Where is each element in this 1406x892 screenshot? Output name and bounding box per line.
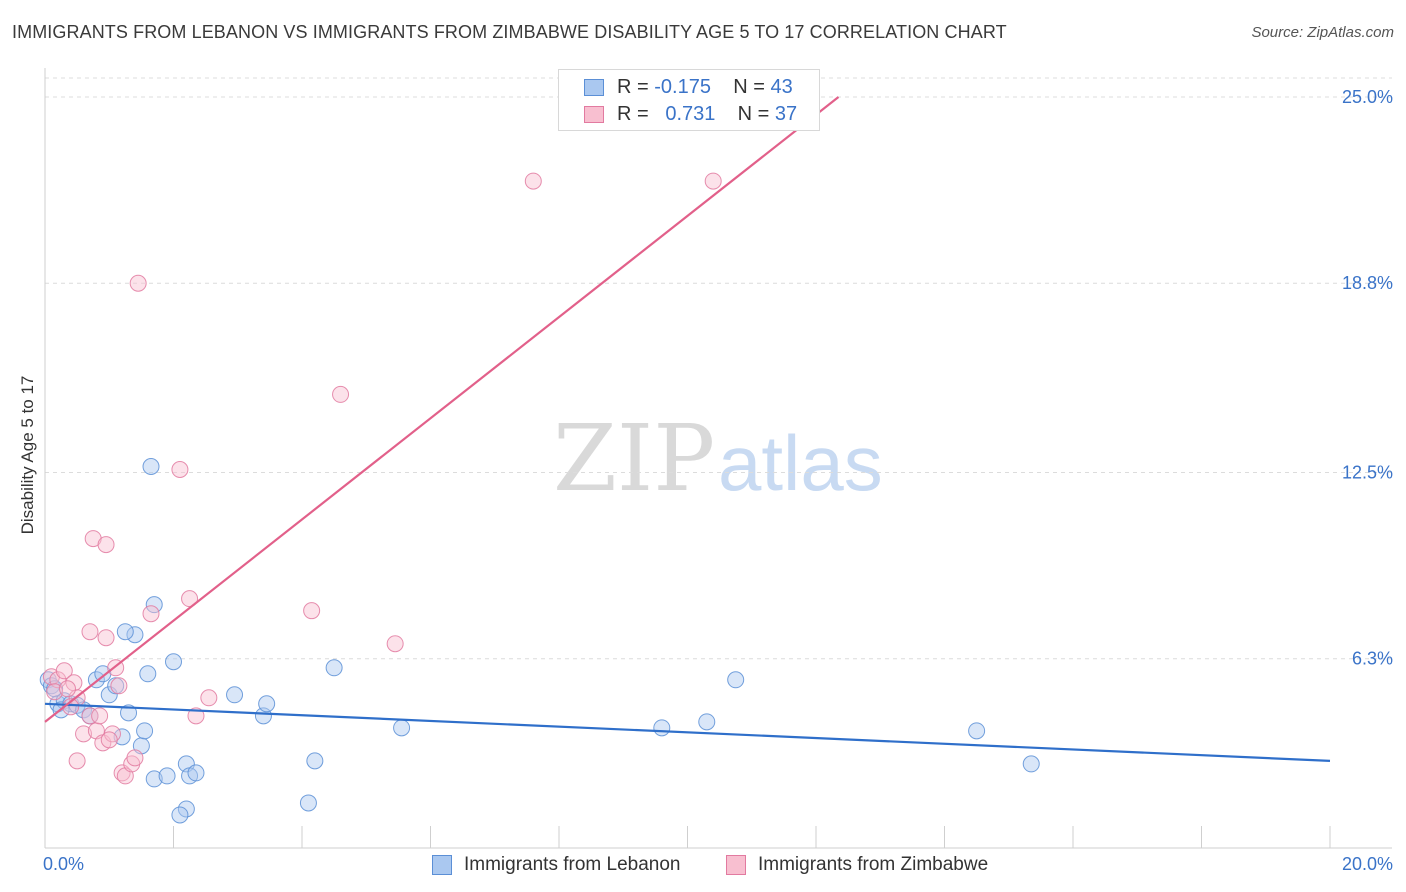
point-lebanon bbox=[393, 719, 411, 737]
y-tick-label: 18.8% bbox=[1342, 273, 1393, 293]
point-lebanon bbox=[968, 722, 986, 740]
point-lebanon bbox=[325, 659, 343, 677]
point-lebanon bbox=[145, 596, 163, 614]
correlation-legend: R = -0.175 N = 43 R = 0.731 N = 37 bbox=[558, 69, 820, 131]
point-lebanon bbox=[116, 623, 134, 641]
point-zimbabwe bbox=[110, 677, 128, 695]
x-tick-label: 0.0% bbox=[43, 854, 84, 874]
point-lebanon bbox=[120, 704, 138, 722]
point-zimbabwe bbox=[97, 536, 115, 554]
zimbabwe-swatch bbox=[584, 105, 604, 123]
point-zimbabwe bbox=[97, 629, 115, 647]
point-zimbabwe bbox=[386, 635, 404, 653]
lebanon-legend-swatch bbox=[432, 855, 452, 875]
point-zimbabwe bbox=[46, 683, 64, 701]
point-zimbabwe bbox=[704, 172, 722, 190]
y-tick-label: 25.0% bbox=[1342, 87, 1393, 107]
legend-item-zimbabwe[interactable]: Immigrants from Zimbabwe bbox=[726, 852, 988, 878]
point-lebanon bbox=[299, 794, 317, 812]
lebanon-swatch bbox=[584, 78, 604, 96]
point-lebanon bbox=[1022, 755, 1040, 773]
series-legend: Immigrants from Lebanon Immigrants from … bbox=[0, 852, 1406, 878]
point-lebanon bbox=[171, 806, 189, 824]
r-value-zimbabwe: 0.731 bbox=[665, 102, 716, 125]
point-zimbabwe bbox=[524, 172, 542, 190]
n-value-lebanon: 43 bbox=[770, 75, 793, 98]
r-label: R = bbox=[617, 75, 649, 98]
point-zimbabwe bbox=[91, 707, 109, 725]
n-value-zimbabwe: 37 bbox=[774, 102, 798, 125]
point-lebanon bbox=[653, 719, 671, 737]
point-zimbabwe bbox=[171, 460, 189, 478]
point-zimbabwe bbox=[81, 707, 99, 725]
point-zimbabwe bbox=[129, 274, 147, 292]
n-label: N = bbox=[737, 102, 770, 125]
y-tick-label: 12.5% bbox=[1342, 463, 1393, 483]
point-lebanon bbox=[139, 665, 157, 683]
trendline-lebanon bbox=[44, 702, 1331, 762]
r-value-lebanon: -0.175 bbox=[654, 75, 711, 98]
point-lebanon bbox=[187, 764, 205, 782]
point-lebanon bbox=[698, 713, 716, 731]
point-zimbabwe bbox=[303, 602, 321, 620]
source-label: Source: ZipAtlas.com bbox=[1251, 24, 1394, 41]
zimbabwe-legend-swatch bbox=[726, 855, 746, 875]
point-zimbabwe bbox=[142, 605, 160, 623]
point-zimbabwe bbox=[55, 662, 73, 680]
n-label: N = bbox=[733, 75, 765, 98]
point-lebanon bbox=[727, 671, 745, 689]
watermark-atlas: atlas bbox=[718, 419, 883, 507]
r-label: R = bbox=[617, 102, 649, 125]
point-lebanon bbox=[306, 752, 324, 770]
legend-label-lebanon: Immigrants from Lebanon bbox=[464, 854, 681, 875]
point-lebanon bbox=[258, 695, 276, 713]
x-tick-label: 20.0% bbox=[1342, 854, 1393, 874]
legend-item-lebanon[interactable]: Immigrants from Lebanon bbox=[432, 852, 681, 878]
point-zimbabwe bbox=[187, 707, 205, 725]
point-zimbabwe bbox=[75, 725, 93, 743]
point-lebanon bbox=[226, 686, 244, 704]
point-zimbabwe bbox=[81, 623, 99, 641]
chart-title: IMMIGRANTS FROM LEBANON VS IMMIGRANTS FR… bbox=[12, 22, 1007, 42]
point-zimbabwe bbox=[126, 749, 144, 767]
point-lebanon bbox=[177, 800, 195, 818]
point-lebanon bbox=[136, 722, 154, 740]
trendline-zimbabwe bbox=[44, 96, 840, 723]
point-lebanon bbox=[145, 770, 163, 788]
point-lebanon bbox=[113, 728, 131, 746]
point-zimbabwe bbox=[68, 752, 86, 770]
point-lebanon bbox=[126, 626, 144, 644]
point-lebanon bbox=[142, 457, 160, 475]
point-zimbabwe bbox=[200, 689, 218, 707]
point-zimbabwe bbox=[332, 385, 350, 403]
point-lebanon bbox=[158, 767, 176, 785]
watermark-zip: ZIP bbox=[553, 405, 715, 512]
point-zimbabwe bbox=[58, 680, 76, 698]
point-zimbabwe bbox=[100, 731, 118, 749]
y-tick-label: 6.3% bbox=[1352, 649, 1393, 669]
legend-label-zimbabwe: Immigrants from Zimbabwe bbox=[758, 854, 989, 875]
point-lebanon bbox=[165, 653, 182, 671]
